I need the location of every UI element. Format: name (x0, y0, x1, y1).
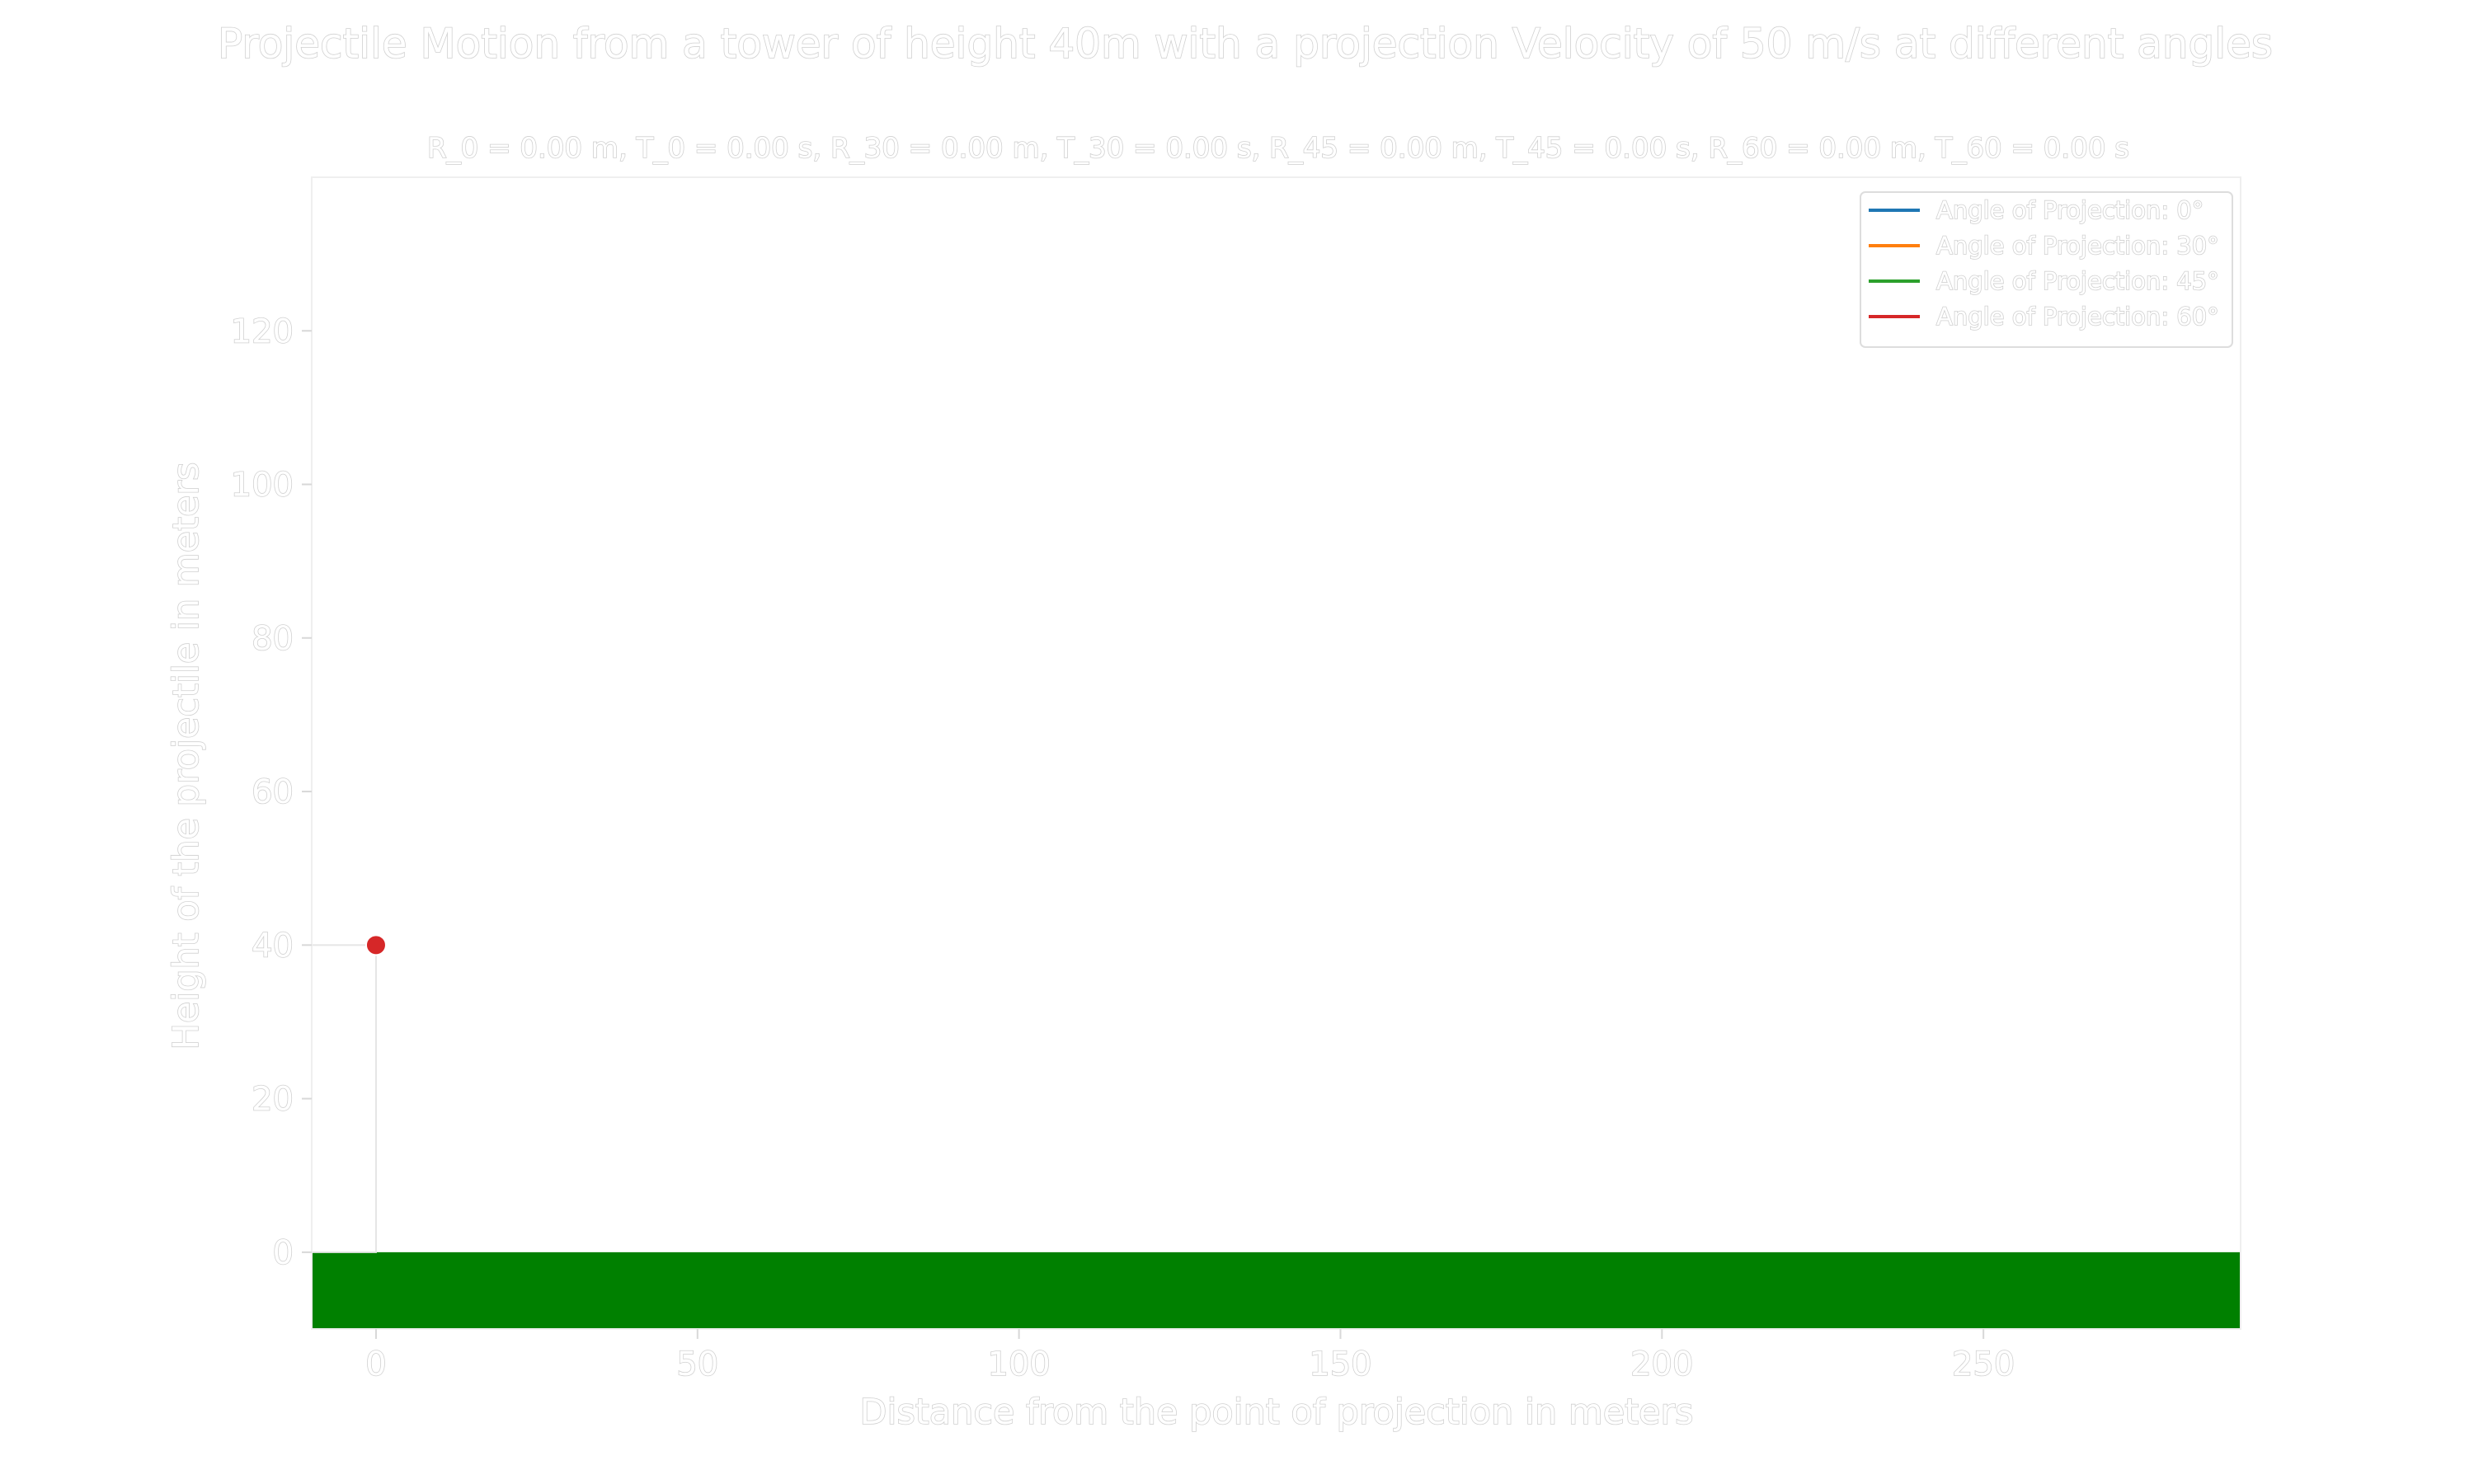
x-tick-label: 50 (676, 1345, 718, 1383)
y-axis-label: Height of the projectile in meters (166, 462, 207, 1050)
legend-label: Angle of Projection: 0° (1936, 196, 2204, 224)
legend-label: Angle of Projection: 45° (1936, 267, 2219, 295)
legend: Angle of Projection: 0° Angle of Projecti… (1860, 191, 2233, 348)
tower (311, 944, 377, 1253)
x-tick-label: 200 (1630, 1345, 1693, 1383)
x-tick-label: 100 (987, 1345, 1050, 1383)
plot-area (311, 176, 2241, 1330)
projectile-marker (365, 934, 387, 956)
legend-box (1860, 191, 2233, 348)
chart-title: Projectile Motion from a tower of height… (218, 20, 2273, 68)
x-tick-label: 250 (1952, 1345, 2015, 1383)
legend-label: Angle of Projection: 30° (1936, 232, 2219, 260)
x-tick-label: 150 (1309, 1345, 1371, 1383)
axis-ticks: 0 50 100 150 200 250 0 20 40 60 80 100 120 (230, 312, 2015, 1383)
y-tick-label: 60 (252, 773, 294, 811)
ground-area (312, 1252, 2241, 1329)
y-tick-label: 80 (252, 620, 294, 658)
y-tick-label: 0 (273, 1234, 294, 1272)
chart-subtitle: R_0 = 0.00 m, T_0 = 0.00 s, R_30 = 0.00 … (427, 132, 2129, 165)
x-axis-label: Distance from the point of projection in… (859, 1392, 1693, 1433)
plot-frame (311, 176, 2241, 1330)
x-tick-label: 0 (365, 1345, 386, 1383)
y-tick-label: 100 (231, 467, 294, 505)
legend-label: Angle of Projection: 60° (1936, 303, 2219, 331)
y-tick-label: 120 (231, 312, 294, 350)
y-tick-label: 20 (252, 1081, 294, 1119)
y-tick-label: 40 (252, 927, 294, 965)
plot-background (312, 177, 2241, 1329)
